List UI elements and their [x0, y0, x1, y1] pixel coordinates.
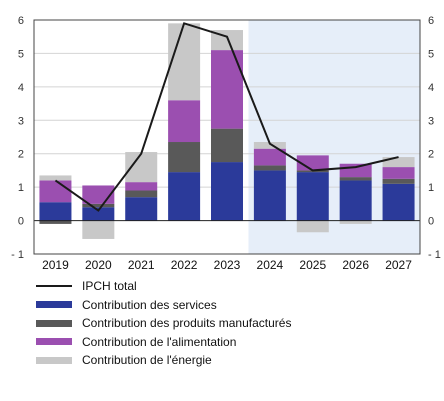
- y-tick-label: 3: [18, 115, 24, 127]
- bar-segment-2021-s1: [125, 190, 158, 198]
- bar-segment-2024-s2: [253, 148, 286, 166]
- legend: IPCH total Contribution des services Con…: [36, 277, 291, 370]
- bar-segment-2026-s3: [339, 220, 372, 224]
- y-tick-label: 1: [18, 182, 24, 194]
- bar-segment-2027-s3: [382, 157, 415, 168]
- y-tick-label: 4: [18, 82, 24, 94]
- bar-segment-2022-s3: [168, 23, 201, 101]
- y-right-tick-label: 4: [428, 82, 434, 94]
- bar-segment-2027-s2: [382, 167, 415, 179]
- bar-segment-2025-s3: [296, 220, 329, 233]
- bar-segment-2022-s0: [168, 172, 201, 221]
- y-right-tick-label: 0: [428, 216, 434, 228]
- legend-item-manufactured: Contribution des produits manufacturés: [36, 314, 291, 333]
- bar-segment-2026-s1: [339, 177, 372, 181]
- bar-segment-2024-s0: [253, 170, 286, 221]
- x-tick-label: 2021: [128, 258, 155, 270]
- y-tick-label: 6: [18, 15, 24, 27]
- bar-segment-2023-s2: [211, 50, 243, 129]
- y-tick-label: - 1: [11, 249, 24, 261]
- y-right-tick-label: 6: [428, 15, 434, 27]
- plot-frame: [33, 19, 421, 255]
- bar-segment-2019-s0: [39, 202, 72, 221]
- x-tick-label: 2023: [214, 258, 241, 270]
- right-y-axis: 6 5 4 3 2 1 0 - 1: [428, 15, 441, 261]
- y-tick-label: 0: [18, 216, 24, 228]
- bar-segment-2027-s1: [382, 178, 415, 184]
- bar-segment-2023-s0: [211, 162, 243, 221]
- x-tick-label: 2022: [171, 258, 198, 270]
- bar-segment-2024-s3: [253, 142, 286, 149]
- legend-label-food: Contribution de l'alimentation: [82, 334, 237, 349]
- legend-item-services: Contribution des services: [36, 296, 291, 315]
- bar-segment-2026-s2: [339, 163, 372, 178]
- bar-segment-2022-s1: [168, 142, 201, 173]
- legend-label-manufactured: Contribution des produits manufacturés: [82, 316, 292, 331]
- x-tick-label: 2026: [342, 258, 369, 270]
- y-right-tick-label: 3: [428, 115, 434, 127]
- legend-label-services: Contribution des services: [82, 297, 217, 312]
- bar-segment-2026-s0: [339, 180, 372, 221]
- legend-swatch-food: [36, 338, 72, 346]
- x-axis: 2019 2020 2021 2022 2023 2024 2025 2026 2027: [42, 258, 412, 270]
- bar-segment-2025-s2: [296, 155, 329, 171]
- legend-swatch-energy: [36, 356, 72, 364]
- x-tick-label: 2025: [299, 258, 326, 270]
- legend-item-energy: Contribution de l'énergie: [36, 351, 291, 370]
- bar-segment-2023-s1: [211, 128, 243, 163]
- y-right-tick-label: - 1: [428, 249, 441, 261]
- y-right-tick-label: 5: [428, 48, 434, 60]
- y-right-tick-label: 2: [428, 149, 434, 161]
- y-tick-label: 2: [18, 149, 24, 161]
- x-tick-label: 2019: [42, 258, 69, 270]
- legend-label-total: IPCH total: [82, 279, 137, 294]
- bar-segment-2022-s2: [168, 100, 201, 143]
- x-tick-label: 2024: [257, 258, 284, 270]
- legend-item-food: Contribution de l'alimentation: [36, 333, 291, 352]
- y-tick-label: 5: [18, 48, 24, 60]
- bar-segment-2020-s0: [82, 207, 115, 221]
- bar-segment-2020-s1: [82, 203, 115, 208]
- bar-segment-2019-s3: [39, 175, 72, 181]
- bar-segment-2021-s2: [125, 182, 158, 191]
- legend-swatch-total: [36, 285, 72, 288]
- legend-item-total: IPCH total: [36, 277, 291, 296]
- ipch-total-line: [54, 22, 399, 212]
- bar-segment-2021-s0: [125, 197, 158, 221]
- legend-label-energy: Contribution de l'énergie: [82, 353, 212, 368]
- x-tick-label: 2020: [85, 258, 112, 270]
- left-y-axis: 6 5 4 3 2 1 0 - 1: [11, 15, 24, 261]
- bar-segment-2025-s0: [296, 172, 329, 221]
- legend-swatch-services: [36, 301, 72, 309]
- legend-swatch-manufactured: [36, 319, 72, 327]
- x-tick-label: 2027: [385, 258, 412, 270]
- bar-segment-2019-s1: [39, 220, 72, 224]
- bar-segment-2019-s2: [39, 180, 72, 203]
- bar-segment-2020-s3: [82, 220, 115, 239]
- bar-segment-2027-s0: [382, 183, 415, 221]
- bar-segment-2024-s1: [253, 165, 286, 171]
- y-right-tick-label: 1: [428, 182, 434, 194]
